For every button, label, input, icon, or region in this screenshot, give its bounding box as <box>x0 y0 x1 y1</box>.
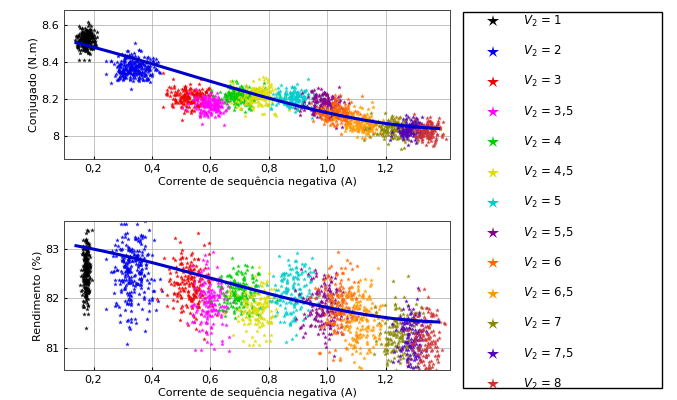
Text: $\mathit{V}_2$ = 3: $\mathit{V}_2$ = 3 <box>523 74 563 90</box>
Y-axis label: Rendimento (%): Rendimento (%) <box>32 250 43 341</box>
Text: $\mathit{V}_2$ = 8: $\mathit{V}_2$ = 8 <box>523 377 563 392</box>
X-axis label: Corrente de sequência negativa (A): Corrente de sequência negativa (A) <box>158 388 357 398</box>
Text: $\mathit{V}_2$ = 7,5: $\mathit{V}_2$ = 7,5 <box>523 346 573 362</box>
Text: $\mathit{V}_2$ = 4,5: $\mathit{V}_2$ = 4,5 <box>523 165 573 180</box>
Text: $\mathit{V}_2$ = 5: $\mathit{V}_2$ = 5 <box>523 195 563 210</box>
Y-axis label: Conjugado (N.m): Conjugado (N.m) <box>29 37 39 132</box>
Text: $\mathit{V}_2$ = 5,5: $\mathit{V}_2$ = 5,5 <box>523 226 573 241</box>
X-axis label: Corrente de sequência negativa (A): Corrente de sequência negativa (A) <box>158 176 357 187</box>
Text: $\mathit{V}_2$ = 4: $\mathit{V}_2$ = 4 <box>523 135 563 150</box>
Text: $\mathit{V}_2$ = 3,5: $\mathit{V}_2$ = 3,5 <box>523 105 573 120</box>
Text: $\mathit{V}_2$ = 7: $\mathit{V}_2$ = 7 <box>523 316 563 331</box>
Text: $\mathit{V}_2$ = 2: $\mathit{V}_2$ = 2 <box>523 44 563 59</box>
Text: $\mathit{V}_2$ = 6,5: $\mathit{V}_2$ = 6,5 <box>523 286 573 301</box>
Text: $\mathit{V}_2$ = 1: $\mathit{V}_2$ = 1 <box>523 14 563 29</box>
Text: $\mathit{V}_2$ = 6: $\mathit{V}_2$ = 6 <box>523 256 563 271</box>
